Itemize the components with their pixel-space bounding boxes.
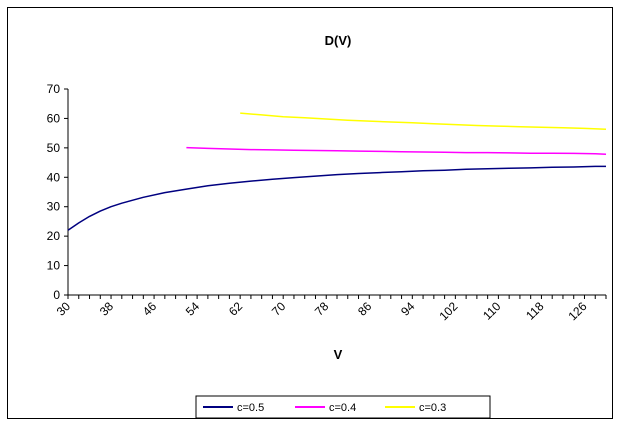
legend: c=0.5 c=0.4 c=0.3 <box>195 395 491 419</box>
legend-label-2: c=0.4 <box>329 402 356 414</box>
y-tick-label: 10 <box>47 259 61 273</box>
y-tick-label: 30 <box>47 200 61 214</box>
y-tick-label: 70 <box>47 82 61 96</box>
series-line-3 <box>240 112 607 131</box>
x-tick-label: 38 <box>97 299 117 319</box>
x-tick-label: 94 <box>398 299 418 319</box>
chart-frame <box>7 7 613 419</box>
chart-title: D(V) <box>325 33 352 48</box>
y-tick-label: 20 <box>47 229 61 243</box>
series-line-2 <box>186 146 607 156</box>
x-tick-label: 70 <box>269 299 289 319</box>
legend-box <box>195 395 491 419</box>
x-axis-title: V <box>334 347 343 362</box>
x-tick-label: 78 <box>312 299 332 319</box>
y-tick-label: 60 <box>47 111 61 125</box>
legend-label-1: c=0.5 <box>237 402 264 414</box>
y-tick-label: 40 <box>47 170 61 184</box>
series-line-1 <box>67 165 606 231</box>
x-tick-label: 110 <box>480 299 504 323</box>
legend-label-3: c=0.3 <box>419 402 446 414</box>
y-tick-label: 50 <box>47 141 61 155</box>
y-tick-label: 0 <box>53 288 60 302</box>
x-tick-label: 62 <box>226 299 246 319</box>
x-tick-label: 118 <box>523 299 547 323</box>
x-tick-label: 126 <box>566 299 590 323</box>
x-tick-label: 102 <box>436 299 460 323</box>
x-tick-label: 54 <box>183 299 203 319</box>
x-tick-label: 86 <box>355 299 375 319</box>
x-tick-label: 46 <box>140 299 160 319</box>
